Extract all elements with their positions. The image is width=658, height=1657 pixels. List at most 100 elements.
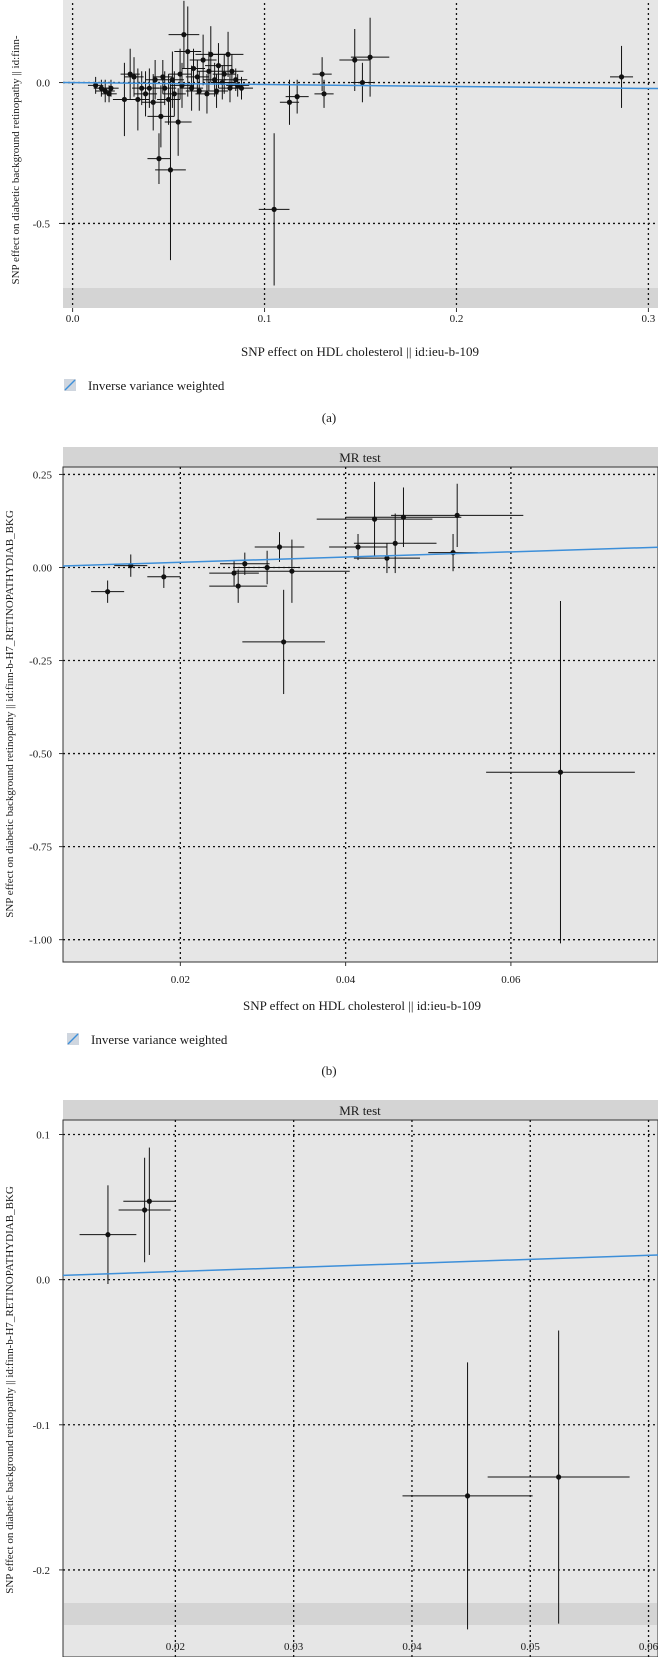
data-point-11 xyxy=(316,481,433,557)
point-marker xyxy=(359,79,366,86)
point-marker xyxy=(281,639,287,645)
data-point-18 xyxy=(157,74,181,125)
x-tick-label-0: 0.0 xyxy=(66,313,80,325)
point-marker xyxy=(108,85,114,91)
point-marker xyxy=(106,91,112,97)
point-marker xyxy=(242,561,248,567)
y-tick-label-3: -0.2 xyxy=(33,1565,50,1577)
y-tick-label-2: -0.1 xyxy=(33,1420,50,1432)
data-point-2 xyxy=(147,565,181,588)
data-point-8 xyxy=(242,589,325,695)
x-tick-label-1: 0.04 xyxy=(336,974,356,986)
data-point-6 xyxy=(120,48,140,100)
x-tick-label-1: 0.03 xyxy=(284,1641,304,1653)
point-marker xyxy=(271,206,277,212)
data-point-53 xyxy=(350,17,390,97)
y-tick-label-1: 0.00 xyxy=(33,562,53,574)
x-tick-label-4: 0.06 xyxy=(639,1641,658,1653)
point-marker xyxy=(294,94,300,100)
data-point-47 xyxy=(279,79,300,125)
data-point-0 xyxy=(79,1185,137,1285)
point-marker xyxy=(235,583,241,589)
point-marker xyxy=(142,1207,148,1213)
point-marker xyxy=(93,82,99,88)
point-marker xyxy=(392,540,398,546)
y-tick-label-3: -0.50 xyxy=(29,749,52,761)
point-marker xyxy=(319,71,325,77)
ivw-line xyxy=(62,546,658,567)
point-marker xyxy=(355,544,361,550)
point-marker xyxy=(127,71,133,77)
y-tick-label-0: 0.1 xyxy=(36,1130,50,1142)
point-marker xyxy=(229,68,235,74)
point-marker xyxy=(276,544,283,550)
title-strip xyxy=(63,1100,658,1120)
x-tick-label-2: 0.2 xyxy=(450,313,464,325)
point-marker xyxy=(181,32,187,38)
point-marker xyxy=(160,74,166,80)
point-marker xyxy=(190,65,197,72)
point-marker xyxy=(146,1198,152,1204)
point-marker xyxy=(162,85,168,91)
data-point-23 xyxy=(168,48,192,100)
point-marker xyxy=(384,555,390,561)
point-marker xyxy=(135,96,141,103)
y-tick-label-1: -0.5 xyxy=(33,218,51,230)
data-point-28 xyxy=(182,48,206,89)
point-marker xyxy=(131,74,137,80)
point-marker xyxy=(156,156,162,162)
grid xyxy=(63,0,658,308)
bottom-band xyxy=(63,288,658,308)
point-marker xyxy=(175,119,181,125)
point-marker xyxy=(367,54,373,60)
x-tick-label-2: 0.04 xyxy=(402,1641,422,1653)
point-marker xyxy=(221,71,227,77)
plot-area xyxy=(62,1119,658,1657)
point-marker xyxy=(206,68,212,74)
x-tick-label-3: 0.05 xyxy=(521,1641,541,1653)
data-point-13 xyxy=(353,513,437,574)
data-point-12 xyxy=(353,543,420,574)
x-tick-label-0: 0.02 xyxy=(171,974,190,986)
panel-caption: (a) xyxy=(322,410,336,425)
point-marker xyxy=(185,48,191,55)
point-marker xyxy=(618,74,625,80)
data-point-54 xyxy=(610,45,634,108)
chart-title: MR test xyxy=(339,450,381,465)
point-marker xyxy=(212,77,218,83)
chart-title: MR test xyxy=(339,1103,381,1118)
data-point-24 xyxy=(170,62,194,108)
point-marker xyxy=(188,85,195,91)
point-marker xyxy=(161,574,167,580)
point-marker xyxy=(146,85,152,91)
data-point-40 xyxy=(212,31,244,77)
point-marker xyxy=(286,99,293,105)
data-point-46 xyxy=(258,133,290,286)
data-point-20 xyxy=(160,51,184,108)
x-tick-label-0: 0.02 xyxy=(166,1641,185,1653)
data-point-4 xyxy=(103,79,119,97)
data-point-37 xyxy=(205,43,232,89)
data-point-7 xyxy=(254,532,305,562)
point-marker xyxy=(557,769,564,775)
panel-a: 0.0 0.1 0.2 0.3 0.0 -0.5 SNP effect on diabet… xyxy=(10,0,658,425)
y-tick-label-1: 0.0 xyxy=(36,1275,50,1287)
point-marker xyxy=(177,71,183,77)
data-point-31 xyxy=(189,34,217,86)
point-marker xyxy=(352,57,358,63)
y-axis-label: SNP effect on diabetic background retino… xyxy=(4,1186,16,1594)
x-axis-label: SNP effect on HDL cholesterol || id:ieu-… xyxy=(243,998,481,1013)
point-marker xyxy=(152,77,158,83)
panel-b: MR test 0.02 0.04 0.06 0.25 0.00 -0.25 -0.50 -0… xyxy=(4,447,658,1078)
y-tick-label-4: -0.75 xyxy=(29,842,52,854)
data-point-14 xyxy=(147,133,171,184)
point-marker xyxy=(231,570,237,576)
point-marker xyxy=(400,514,407,520)
data-point-4 xyxy=(487,1330,630,1624)
data-point-43 xyxy=(224,68,248,91)
data-point-25 xyxy=(168,0,200,69)
legend-line-icon xyxy=(64,379,76,391)
legend: Inverse variance weighted xyxy=(64,378,225,393)
data-point-49 xyxy=(312,57,332,91)
marks xyxy=(79,1147,630,1630)
